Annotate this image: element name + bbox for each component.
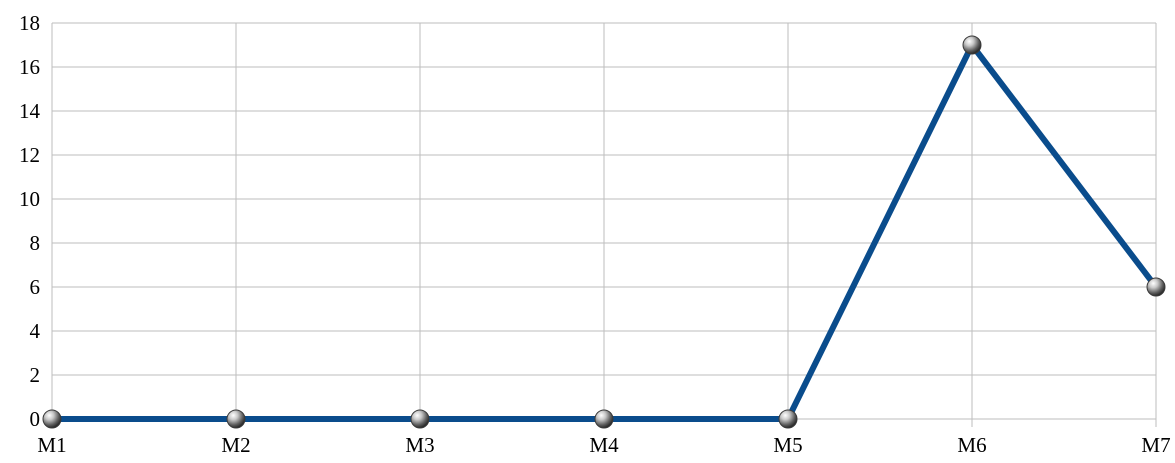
data-point-m1 — [42, 409, 62, 429]
data-point-m7 — [1146, 277, 1166, 297]
y-tick-label-0: 0 — [30, 407, 41, 431]
x-tick-label-m5: M5 — [773, 433, 802, 457]
y-tick-label-12: 12 — [19, 143, 40, 167]
y-tick-label-14: 14 — [19, 99, 41, 123]
x-tick-label-m2: M2 — [221, 433, 250, 457]
y-tick-label-6: 6 — [30, 275, 41, 299]
y-tick-label-16: 16 — [19, 55, 40, 79]
x-tick-label-m6: M6 — [957, 433, 986, 457]
x-tick-label-m7: M7 — [1141, 433, 1170, 457]
data-point-m5 — [778, 409, 798, 429]
data-point-m2 — [226, 409, 246, 429]
y-tick-label-4: 4 — [30, 319, 41, 343]
y-tick-label-10: 10 — [19, 187, 40, 211]
y-axis-tick-labels: 0 2 4 6 8 10 12 14 16 18 — [19, 11, 41, 431]
data-point-m4 — [594, 409, 614, 429]
y-tick-label-8: 8 — [30, 231, 41, 255]
x-tick-label-m4: M4 — [589, 433, 619, 457]
x-tick-label-m1: M1 — [37, 433, 66, 457]
series-group — [42, 35, 1166, 429]
data-point-m6 — [962, 35, 982, 55]
gridlines — [51, 22, 1157, 427]
data-point-m3 — [410, 409, 430, 429]
y-tick-label-18: 18 — [19, 11, 40, 35]
x-tick-label-m3: M3 — [405, 433, 434, 457]
y-tick-label-2: 2 — [30, 363, 41, 387]
x-axis-tick-labels: M1 M2 M3 M4 M5 M6 M7 — [37, 433, 1170, 457]
